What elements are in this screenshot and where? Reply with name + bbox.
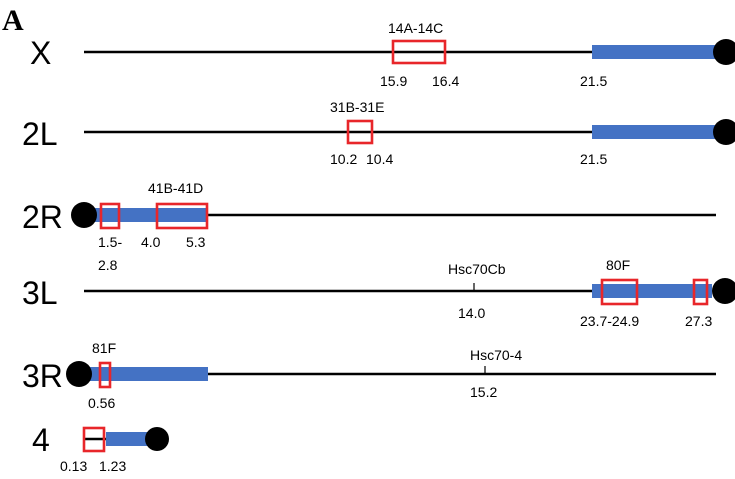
chromosome-name: X	[30, 35, 51, 71]
centromere	[66, 361, 92, 387]
position-label: 0.56	[88, 395, 115, 411]
centromere	[145, 427, 169, 451]
chromosome-name: 3L	[22, 275, 58, 311]
region-box	[99, 202, 121, 230]
position-label: 21.5	[580, 73, 607, 89]
centromere	[712, 278, 735, 304]
panel-label: A	[2, 4, 24, 37]
heterochromatin-block	[592, 125, 720, 139]
position-label: 23.7-24.9	[580, 313, 639, 329]
position-label: 5.3	[186, 234, 206, 250]
position-label: 4.0	[141, 234, 161, 250]
region-box	[692, 278, 709, 306]
centromere	[71, 202, 97, 228]
position-label: 10.2	[330, 151, 357, 167]
position-label: 10.4	[366, 151, 393, 167]
heterochromatin-block	[88, 367, 208, 381]
gene-label: Hsc70-4	[470, 347, 522, 363]
centromere	[713, 119, 735, 145]
position-label: 27.3	[685, 313, 712, 329]
centromere	[713, 39, 735, 65]
region-box	[346, 119, 374, 145]
gene-label: Hsc70Cb	[448, 261, 506, 277]
position-label: 15.2	[470, 384, 497, 400]
chromosome-name: 2R	[22, 199, 63, 235]
position-label: 0.13	[60, 458, 87, 474]
region-label: 81F	[92, 340, 116, 356]
position-label: 15.9	[380, 73, 407, 89]
position-label: 16.4	[432, 73, 459, 89]
heterochromatin-block	[106, 432, 154, 446]
chromosome-name: 2L	[22, 116, 58, 152]
chromosome-name: 4	[32, 422, 50, 458]
position-label: 21.5	[580, 151, 607, 167]
chromosome-2l: 2L 31B-31E 10.2 10.4 21.5	[22, 99, 735, 167]
region-box	[98, 361, 112, 389]
chromosome-4: 4 0.13 1.23	[32, 422, 169, 474]
region-box	[600, 278, 639, 306]
position-label: 1.5-	[98, 234, 122, 250]
region-label: 14A-14C	[388, 20, 443, 36]
chromosome-3l: 3L Hsc70Cb 80F 14.0 23.7-24.9 27.3	[22, 257, 735, 329]
position-label: 14.0	[458, 305, 485, 321]
region-box	[391, 39, 447, 65]
heterochromatin-block	[88, 208, 208, 222]
region-label: 41B-41D	[148, 180, 203, 196]
region-label: 80F	[606, 257, 630, 273]
chromosome-3r: 3R 81F Hsc70-4 0.56 15.2	[22, 340, 716, 411]
heterochromatin-block	[592, 284, 712, 298]
chromosome-2r: 2R 41B-41D 1.5- 2.8 4.0 5.3	[22, 180, 716, 273]
position-label: 2.8	[98, 257, 118, 273]
position-label: 1.23	[99, 458, 126, 474]
region-box	[155, 202, 209, 230]
region-box	[82, 426, 106, 453]
chromosome-x: X 14A-14C 15.9 16.4 21.5	[30, 20, 735, 89]
chromosome-name: 3R	[22, 358, 63, 394]
heterochromatin-block	[592, 45, 720, 59]
region-label: 31B-31E	[330, 99, 384, 115]
